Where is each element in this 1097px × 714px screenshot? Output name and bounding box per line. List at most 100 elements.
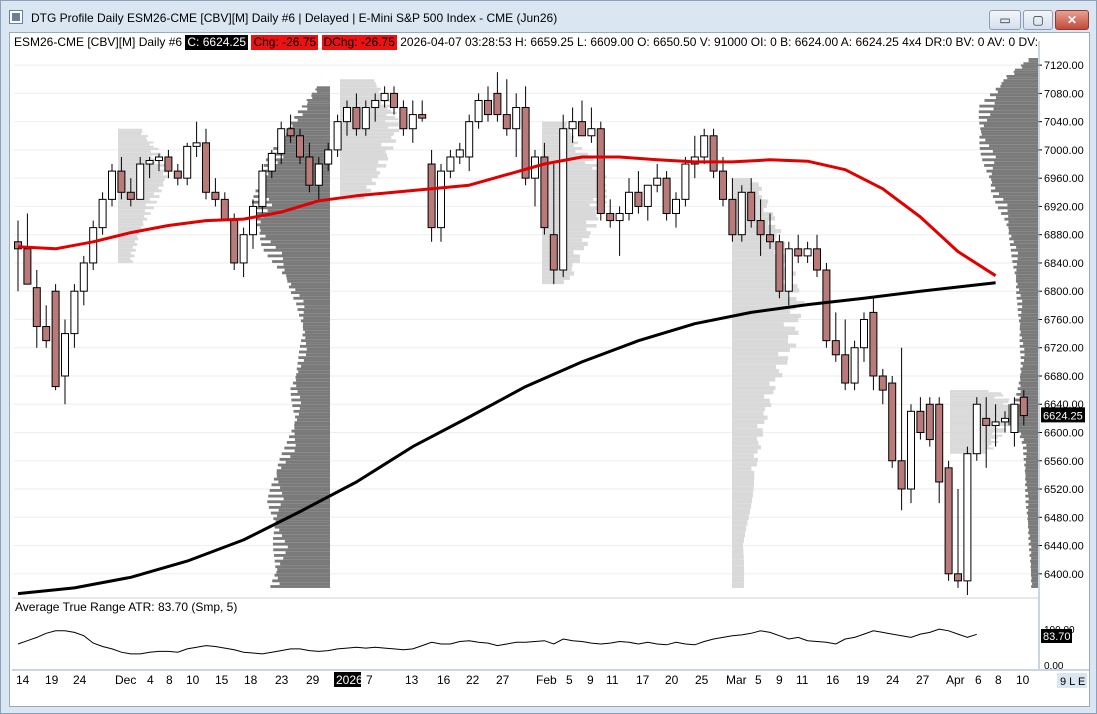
candle-body-down [925, 403, 934, 441]
profile-mar-bar [732, 271, 796, 276]
candle [775, 234, 784, 299]
profile-dec-bar [263, 178, 330, 181]
profile-session-bar [1016, 274, 1038, 278]
profile-nov-bar [118, 145, 154, 148]
profile-session-bar [1011, 234, 1038, 238]
candle-body-down [728, 198, 737, 236]
profile-session-bar [1023, 438, 1038, 441]
profile-session-bar [1016, 277, 1038, 280]
profile-mar-bar [732, 508, 750, 515]
chart-area[interactable]: ESM26-CME [CBV][M] Daily #6 C: 6624.25 C… [9, 32, 1090, 707]
profile-dec-bar [281, 251, 330, 255]
time-axis-label: 4 [147, 673, 154, 687]
candle [841, 319, 850, 391]
info-close: C: 6624.25 [185, 35, 249, 50]
profile-mar-bar [732, 254, 788, 259]
candle-body-up [672, 198, 680, 214]
profile-feb-bar [542, 138, 573, 142]
profile-nov-bar [118, 139, 148, 142]
profile-dec-bar [263, 248, 330, 252]
candle [145, 156, 154, 179]
corner-label[interactable]: 9 L E [1057, 673, 1087, 688]
profile-jan-bar [340, 178, 372, 182]
profile-feb-bar [542, 197, 594, 201]
profile-dec-bar [301, 364, 330, 368]
profile-nov-bar [118, 135, 148, 138]
app-icon[interactable] [9, 10, 23, 24]
profile-mar-bar [732, 373, 783, 378]
candle [164, 149, 173, 179]
profile-dec-bar [286, 440, 330, 444]
profile-mar-bar [732, 419, 765, 425]
candle-body-up [192, 142, 201, 147]
profile-session-bar [995, 87, 1038, 91]
profile-session-bar [1020, 350, 1038, 354]
profile-dec-bar [307, 107, 330, 111]
candle [474, 93, 483, 129]
profile-dec-bar [262, 169, 330, 173]
candle [907, 404, 915, 504]
profile-dec-bar [293, 296, 330, 300]
time-axis-label: 7 [366, 673, 373, 687]
time-axis-label: 19 [45, 673, 59, 687]
profile-mar-bar [732, 368, 779, 374]
profile-session-bar [984, 164, 1038, 167]
profile-mar-bar [732, 474, 755, 481]
profile-mar-bar [732, 480, 754, 487]
time-axis[interactable]: 14 19 24 Dec 4 8 10 15 18 23 29 2026 7 13 16 22 27 Feb 5 9 1… [16, 672, 1030, 687]
profile-dec-bar [282, 135, 330, 139]
profile-mar-bar [732, 288, 800, 293]
candle [747, 178, 756, 228]
profile-dec-bar [278, 480, 330, 484]
profile-session-bar [1028, 508, 1038, 512]
profile-mar-bar [732, 582, 744, 588]
time-axis-label: 13 [405, 673, 419, 687]
candle [963, 446, 972, 595]
candle [437, 164, 445, 242]
maximize-button[interactable]: ▢ [1023, 10, 1053, 30]
profile-feb-bar [542, 200, 607, 204]
candle-body-down [662, 177, 671, 214]
candle [653, 164, 662, 193]
close-button[interactable]: ✕ [1055, 10, 1089, 30]
profile-session-bar [1025, 477, 1038, 481]
candle [944, 460, 953, 581]
profile-session-bar [1020, 378, 1038, 382]
profile-dec-bar [263, 214, 330, 218]
candle [192, 121, 201, 157]
candlestick-series[interactable] [14, 72, 1028, 595]
time-axis-label: 29 [306, 673, 320, 687]
candle-body-down [51, 290, 60, 388]
candle [446, 149, 455, 179]
candle [98, 192, 107, 235]
profile-mar-bar [732, 497, 753, 504]
profile-dec-bar [289, 435, 330, 439]
price-chart[interactable]: 7120.00 7080.00 7040.00 7000.00 6960.00 6920.… [10, 33, 1089, 706]
profile-session-bar [1010, 243, 1038, 246]
time-axis-label: Apr [946, 673, 965, 687]
minimize-button[interactable]: ▭ [989, 10, 1021, 30]
profile-session-bar [1029, 548, 1038, 552]
profile-session-bar [989, 144, 1038, 148]
profile-mar-bar [732, 436, 758, 441]
profile-apr-bar [950, 394, 1004, 397]
candle [277, 121, 286, 165]
profile-nov-bar [118, 152, 162, 156]
price-axis[interactable]: 7120.00 7080.00 7040.00 7000.00 6960.00 6920.… [1038, 41, 1085, 669]
profile-session-bar [1022, 305, 1038, 309]
atr-title: Average True Range ATR: 83.70 (Smp, 5) [15, 600, 237, 614]
profile-session-bar [1026, 455, 1038, 458]
title-bar[interactable]: DTG Profile Daily ESM26-CME [CBV][M] Dai… [1, 1, 1096, 31]
profile-session-bar [989, 175, 1038, 179]
candle [1001, 411, 1009, 433]
profile-nov-bar [118, 234, 138, 238]
candle-body-up [455, 149, 464, 158]
price-tick-label: 6720.00 [1044, 343, 1084, 355]
profile-dec-bar [282, 271, 330, 275]
profile-mar-bar [732, 457, 758, 463]
profile-session-bar [1027, 514, 1038, 518]
profile-session-bar [979, 135, 1038, 139]
profile-dec-bar [291, 282, 330, 286]
profile-session-bar [990, 113, 1038, 116]
profile-nov-bar [118, 209, 146, 213]
